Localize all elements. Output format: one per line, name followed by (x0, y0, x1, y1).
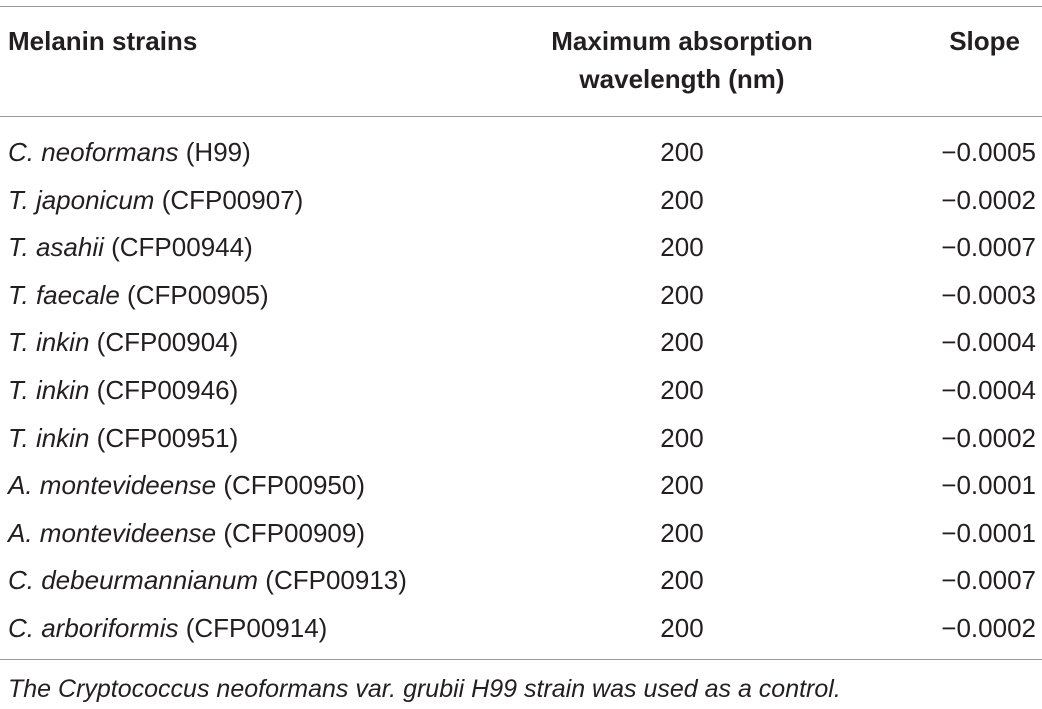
strain-cell: T. faecale (CFP00905) (8, 272, 269, 320)
wavelength-cell: 200 (660, 612, 704, 643)
strain-cell: A. montevideense (CFP00909) (8, 510, 365, 558)
species-name: C. arboriformis (8, 612, 179, 643)
species-name: T. inkin (8, 327, 90, 358)
table-row: T. inkin (CFP00951) 200 −0.0002 (0, 415, 1042, 463)
strain-code: (CFP00951) (96, 422, 239, 453)
strain-cell: T. asahii (CFP00944) (8, 224, 253, 272)
slope-cell: −0.0007 (941, 232, 1036, 263)
table-row: T. inkin (CFP00946) 200 −0.0004 (0, 367, 1042, 415)
slope-cell: −0.0004 (941, 327, 1036, 358)
species-name: T. inkin (8, 374, 90, 405)
wavelength-cell: 200 (660, 232, 704, 263)
species-name: A. montevideense (8, 470, 217, 501)
strain-code: (CFP00907) (161, 184, 304, 215)
wavelength-cell: 200 (660, 517, 704, 548)
species-name: A. montevideense (8, 517, 217, 548)
strain-cell: T. japonicum (CFP00907) (8, 177, 303, 225)
strain-cell: A. montevideense (CFP00950) (8, 462, 365, 510)
strain-cell: T. inkin (CFP00951) (8, 415, 238, 463)
species-name: C. neoformans (8, 137, 179, 167)
wavelength-cell: 200 (660, 422, 704, 453)
species-name: C. debeurmannianum (8, 565, 259, 596)
table-top-rule (0, 6, 1042, 7)
table-body: C. neoformans (H99) 200 −0.0005 T. japonicu… (0, 129, 1042, 653)
wavelength-cell: 200 (660, 470, 704, 501)
table-row: A. montevideense (CFP00909) 200 −0.0001 (0, 510, 1042, 558)
wavelength-cell: 200 (660, 374, 704, 405)
table-row: T. faecale (CFP00905) 200 −0.0003 (0, 272, 1042, 320)
slope-cell: −0.0001 (941, 517, 1036, 548)
header-wavelength-line1: Maximum absorption (551, 26, 813, 56)
strain-code: (CFP00946) (96, 374, 239, 405)
strain-cell: T. inkin (CFP00904) (8, 319, 238, 367)
table-row: C. debeurmannianum (CFP00913) 200 −0.0007 (0, 557, 1042, 605)
table-footnote: The Cryptococcus neoformans var. grubii … (8, 675, 841, 703)
slope-cell: −0.0002 (941, 422, 1036, 453)
table-row: T. asahii (CFP00944) 200 −0.0007 (0, 224, 1042, 272)
header-melanin-strains: Melanin strains (8, 26, 198, 56)
slope-cell: −0.0004 (941, 374, 1036, 405)
strain-code: (CFP00944) (111, 232, 253, 263)
species-name: T. japonicum (8, 184, 155, 215)
table-bottom-rule (0, 659, 1042, 660)
strain-code: (CFP00909) (223, 517, 365, 548)
species-name: T. faecale (8, 279, 120, 310)
strain-code: (CFP00913) (265, 565, 407, 596)
header-slope: Slope (949, 26, 1020, 56)
table-header-rule (0, 116, 1042, 117)
slope-cell: −0.0003 (941, 279, 1036, 310)
slope-cell: −0.0002 (941, 184, 1036, 215)
strain-code: (CFP00905) (127, 279, 269, 310)
strain-cell: C. debeurmannianum (CFP00913) (8, 557, 407, 605)
table-row: C. arboriformis (CFP00914) 200 −0.0002 (0, 605, 1042, 653)
strain-cell: T. inkin (CFP00946) (8, 367, 238, 415)
wavelength-cell: 200 (660, 137, 704, 167)
species-name: T. asahii (8, 232, 104, 263)
wavelength-cell: 200 (660, 184, 704, 215)
table-row: A. montevideense (CFP00950) 200 −0.0001 (0, 462, 1042, 510)
strain-code: (H99) (185, 137, 251, 167)
wavelength-cell: 200 (660, 565, 704, 596)
slope-cell: −0.0005 (941, 137, 1036, 167)
species-name: T. inkin (8, 422, 90, 453)
strain-code: (CFP00950) (223, 470, 365, 501)
table-row: T. inkin (CFP00904) 200 −0.0004 (0, 319, 1042, 367)
table-row: C. neoformans (H99) 200 −0.0005 (0, 129, 1042, 177)
header-wavelength-line2: wavelength (nm) (579, 64, 785, 94)
slope-cell: −0.0002 (941, 612, 1036, 643)
strain-cell: C. arboriformis (CFP00914) (8, 605, 327, 653)
slope-cell: −0.0001 (941, 470, 1036, 501)
slope-cell: −0.0007 (941, 565, 1036, 596)
header-max-absorption-wavelength: Maximum absorption wavelength (nm) (520, 22, 844, 98)
table-row: T. japonicum (CFP00907) 200 −0.0002 (0, 177, 1042, 225)
wavelength-cell: 200 (660, 279, 704, 310)
strain-code: (CFP00904) (96, 327, 239, 358)
wavelength-cell: 200 (660, 327, 704, 358)
strain-code: (CFP00914) (185, 612, 328, 643)
strain-cell: C. neoformans (H99) (8, 129, 251, 177)
